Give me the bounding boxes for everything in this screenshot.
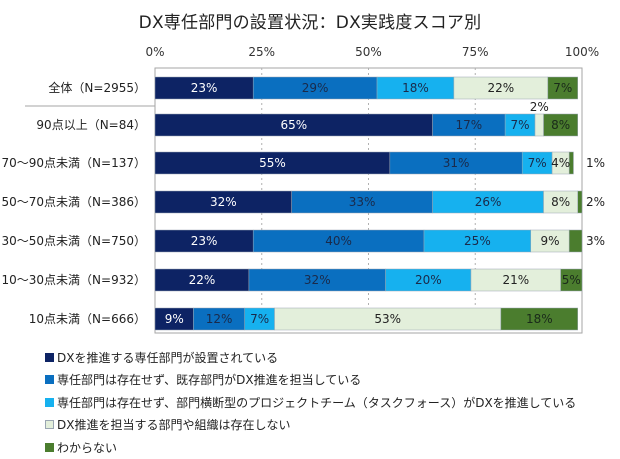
category-label: 全体（N=2955） bbox=[48, 80, 146, 95]
x-tick-label: 0% bbox=[145, 45, 164, 59]
bar-segment bbox=[500, 307, 578, 331]
data-label: 25% bbox=[464, 234, 491, 248]
data-label: 5% bbox=[562, 273, 581, 287]
data-labels: 23% 29% 18% 22% 7%65% 17% 7%2%8%55% 31% 7% 4% 1%32… bbox=[165, 81, 605, 326]
legend-swatch bbox=[45, 375, 54, 385]
data-label: 33% bbox=[349, 195, 376, 209]
data-label: 31% bbox=[443, 156, 470, 170]
data-label: 29% bbox=[302, 81, 329, 95]
legend-item: わからない bbox=[45, 436, 576, 459]
data-label: 7% bbox=[553, 81, 572, 95]
category-label: 10点未満（N=666） bbox=[29, 312, 146, 326]
data-label: 2% bbox=[586, 195, 605, 209]
data-label: 8% bbox=[551, 118, 570, 132]
data-label: 1% bbox=[586, 156, 605, 170]
data-label: 26% bbox=[475, 195, 502, 209]
data-label: 9% bbox=[540, 234, 559, 248]
data-label: 23% bbox=[191, 234, 218, 248]
bar-segment bbox=[560, 268, 583, 292]
bar-segment bbox=[534, 113, 544, 137]
bar-segment bbox=[577, 190, 583, 214]
x-tick-label: 50% bbox=[355, 45, 382, 59]
category-label: 30～50点未満（N=750） bbox=[2, 234, 146, 248]
data-label: 7% bbox=[250, 312, 269, 326]
data-label: 18% bbox=[526, 312, 553, 326]
category-label: 90点以上（N=84） bbox=[36, 118, 146, 132]
data-label: 32% bbox=[210, 195, 237, 209]
data-label: 3% bbox=[586, 234, 605, 248]
data-label: 23% bbox=[191, 81, 218, 95]
legend: DXを推進する専任部門が設置されている専任部門は存在せず、既存部門がDX推進を担… bbox=[45, 346, 576, 459]
bar-segment bbox=[568, 151, 574, 175]
data-label: 9% bbox=[165, 312, 184, 326]
legend-item: DX推進を担当する部門や組織は存在しない bbox=[45, 414, 576, 437]
bar-segment bbox=[568, 229, 583, 253]
bar-segment bbox=[543, 113, 578, 137]
legend-label: 専任部門は存在せず、部門横断型のプロジェクトチーム（タスクフォース）がDXを推進… bbox=[57, 395, 577, 410]
data-label: 7% bbox=[528, 156, 547, 170]
data-label: 65% bbox=[280, 118, 307, 132]
data-label: 18% bbox=[402, 81, 429, 95]
x-tick-label: 25% bbox=[248, 45, 275, 59]
x-tick-label: 75% bbox=[462, 45, 489, 59]
data-label: 12% bbox=[206, 312, 233, 326]
x-tick-label: 100% bbox=[565, 45, 599, 59]
data-label: 17% bbox=[456, 118, 483, 132]
legend-swatch bbox=[45, 352, 54, 362]
legend-label: 専任部門は存在せず、既存部門がDX推進を担当している bbox=[57, 373, 362, 388]
data-label: 40% bbox=[325, 234, 352, 248]
data-label: 20% bbox=[415, 273, 442, 287]
legend-swatch bbox=[45, 420, 54, 430]
category-label: 70～90点未満（N=137） bbox=[2, 156, 146, 170]
legend-label: DXを推進する専任部門が設置されている bbox=[57, 350, 279, 365]
legend-item: 専任部門は存在せず、部門横断型のプロジェクトチーム（タスクフォース）がDXを推進… bbox=[45, 391, 576, 414]
data-label: 22% bbox=[488, 81, 515, 95]
data-label: 22% bbox=[189, 273, 216, 287]
legend-label: DX推進を担当する部門や組織は存在しない bbox=[57, 418, 291, 433]
data-label: 7% bbox=[511, 118, 530, 132]
data-label: 8% bbox=[551, 195, 570, 209]
legend-swatch bbox=[45, 442, 54, 452]
legend-swatch bbox=[45, 397, 54, 407]
data-label: 21% bbox=[502, 273, 529, 287]
category-label: 10～30点未満（N=932） bbox=[2, 273, 146, 287]
legend-item: 専任部門は存在せず、既存部門がDX推進を担当している bbox=[45, 369, 576, 392]
data-label: 55% bbox=[259, 156, 286, 170]
data-label: 4% bbox=[551, 156, 570, 170]
data-label: 53% bbox=[374, 312, 401, 326]
bar-segment bbox=[547, 76, 578, 100]
legend-item: DXを推進する専任部門が設置されている bbox=[45, 346, 576, 369]
data-label: 2% bbox=[530, 100, 549, 114]
data-label: 32% bbox=[304, 273, 331, 287]
chart-title: DX専任部門の設置状況：DX実践度スコア別 bbox=[138, 13, 482, 33]
legend-label: わからない bbox=[57, 440, 118, 455]
bars bbox=[154, 76, 583, 331]
category-label: 50～70点未満（N=386） bbox=[2, 195, 146, 209]
category-labels: 全体（N=2955） 90点以上（N=84） 70～90点未満（N=137） 50～7… bbox=[2, 80, 146, 326]
x-axis-ticks: 0% 25% 50% 75% 100% bbox=[145, 45, 599, 59]
